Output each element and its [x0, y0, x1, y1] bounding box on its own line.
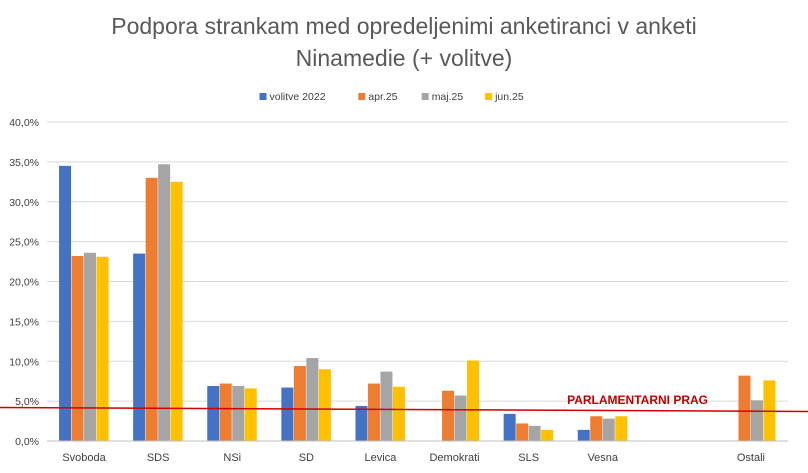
y-tick-label: 30,0% [9, 197, 39, 209]
grid-lines [47, 121, 788, 442]
y-tick-label: 20,0% [9, 277, 39, 289]
x-tick-label: Svoboda [62, 452, 106, 464]
legend-swatch [259, 93, 267, 100]
legend-label: apr.25 [368, 91, 397, 103]
bar [355, 405, 368, 441]
bar [84, 252, 97, 441]
y-tick-label: 35,0% [9, 157, 39, 169]
bar [528, 425, 541, 441]
bar [590, 416, 603, 441]
y-tick-label: 10,0% [9, 356, 39, 368]
y-tick-label: 25,0% [9, 237, 39, 249]
chart-title-line-2: Ninamedie (+ volitve) [296, 45, 513, 71]
bar [133, 253, 146, 441]
bar [454, 395, 467, 441]
chart-title: Podpora strankam med opredeljenimi anket… [111, 13, 697, 71]
threshold-label: PARLAMENTARNI PRAG [567, 393, 708, 407]
bar [293, 366, 306, 441]
bar [442, 390, 455, 441]
bar [367, 383, 380, 441]
x-tick-label: SDS [147, 452, 170, 464]
y-axis: 0,0% 5,0% 10,0% 15,0% 20,0% 25,0% 30,0% 35,0% 40… [9, 117, 39, 448]
bar [516, 423, 529, 441]
y-tick-label: 5,0% [15, 396, 39, 408]
bar [158, 164, 171, 441]
bar [244, 388, 257, 441]
y-tick-label: 15,0% [9, 316, 39, 328]
bar [281, 387, 294, 441]
x-tick-label: Vesna [587, 452, 618, 464]
threshold-line [0, 406, 808, 413]
x-tick-label: Ostali [737, 452, 765, 464]
bar [71, 255, 84, 441]
legend-swatch [421, 93, 429, 100]
bar [59, 165, 72, 442]
x-tick-label: SLS [518, 452, 539, 464]
bar [541, 429, 554, 441]
bar [577, 429, 590, 441]
legend-item: jun.25 [485, 91, 524, 103]
legend-swatch [485, 93, 493, 100]
threshold-annotation: PARLAMENTARNI PRAG [0, 393, 808, 413]
bar [96, 256, 109, 441]
y-tick-label: 40,0% [9, 117, 39, 129]
bar [392, 386, 405, 441]
y-tick-label: 0,0% [15, 436, 39, 448]
bar [380, 371, 393, 441]
bar [602, 418, 615, 441]
chart-legend: volitve 2022 apr.25 maj.25 jun.25 [259, 91, 524, 103]
bar [615, 416, 628, 441]
bar [503, 413, 516, 441]
x-tick-label: Demokrati [429, 452, 479, 464]
bar [467, 360, 480, 441]
x-tick-label: SD [299, 452, 314, 464]
legend-item: maj.25 [421, 91, 464, 103]
legend-label: volitve 2022 [270, 91, 326, 103]
legend-swatch [358, 93, 366, 100]
x-tick-label: Levica [365, 452, 398, 464]
bar [306, 358, 319, 441]
legend-item: volitve 2022 [259, 91, 326, 103]
bars [59, 164, 776, 442]
bar [207, 385, 220, 441]
bar [219, 383, 232, 441]
bar [750, 400, 763, 441]
bar [170, 181, 183, 441]
x-axis: Svoboda SDS NSi SD Levica Demokrati SLS Vesna Os… [47, 440, 788, 464]
x-tick-label: NSi [223, 452, 241, 464]
bar [318, 369, 331, 441]
legend-label: jun.25 [494, 91, 524, 103]
legend-label: maj.25 [432, 91, 464, 103]
bar [145, 177, 158, 441]
bar [232, 385, 245, 441]
legend-item: apr.25 [358, 91, 398, 103]
bar [738, 375, 751, 441]
chart-title-line-1: Podpora strankam med opredeljenimi anket… [111, 13, 697, 39]
